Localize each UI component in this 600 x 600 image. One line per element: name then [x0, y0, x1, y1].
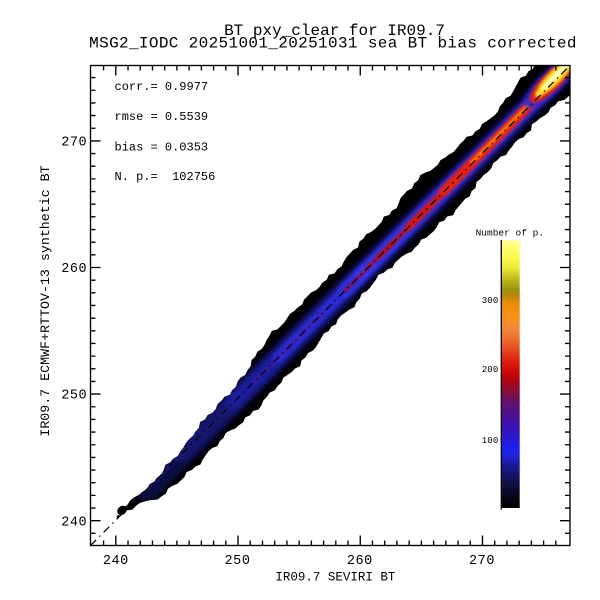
- svg-text:IR09.7 ECMWF+RTTOV-13 syntheti: IR09.7 ECMWF+RTTOV-13 synthetic BT: [38, 165, 53, 436]
- svg-text:N. p.= 102756: N. p.= 102756: [115, 170, 216, 184]
- svg-text:300: 300: [482, 296, 499, 306]
- svg-text:250: 250: [225, 554, 251, 569]
- svg-text:270: 270: [469, 554, 495, 569]
- svg-text:rmse = 0.5539: rmse = 0.5539: [115, 110, 209, 124]
- svg-text:100: 100: [482, 436, 499, 446]
- svg-text:250: 250: [61, 389, 87, 404]
- svg-text:MSG2_IODC 20251001_20251031 se: MSG2_IODC 20251001_20251031 sea BT bias …: [89, 35, 577, 53]
- svg-text:IR09.7 SEVIRI BT: IR09.7 SEVIRI BT: [275, 571, 396, 585]
- svg-text:corr.= 0.9977: corr.= 0.9977: [115, 80, 209, 94]
- svg-text:BT pxy_clear for IR09.7: BT pxy_clear for IR09.7: [224, 22, 445, 40]
- svg-text:270: 270: [61, 136, 87, 151]
- svg-text:240: 240: [103, 554, 129, 569]
- svg-text:200: 200: [482, 365, 499, 375]
- svg-text:260: 260: [61, 262, 87, 277]
- svg-text:bias = 0.0353: bias = 0.0353: [115, 141, 209, 155]
- svg-text:240: 240: [61, 515, 87, 530]
- svg-text:Number of p.: Number of p.: [476, 228, 544, 239]
- svg-text:260: 260: [347, 554, 373, 569]
